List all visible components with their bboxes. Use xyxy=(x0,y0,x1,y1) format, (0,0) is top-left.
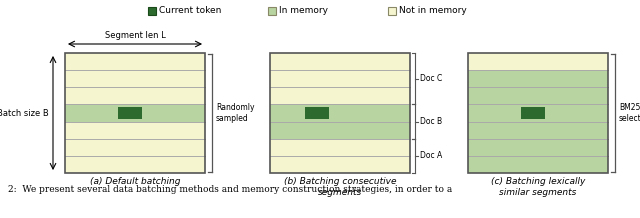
Bar xyxy=(468,139,608,156)
Bar xyxy=(65,87,205,104)
Text: In memory: In memory xyxy=(279,6,328,15)
Text: Batch size B: Batch size B xyxy=(0,109,49,118)
Bar xyxy=(468,70,608,87)
Text: (c) Batching lexically
similar segments: (c) Batching lexically similar segments xyxy=(491,177,585,197)
Text: Doc A: Doc A xyxy=(420,151,442,160)
Bar xyxy=(65,122,205,139)
Bar xyxy=(468,156,608,173)
Text: BM25
selected: BM25 selected xyxy=(619,103,640,123)
Text: (a) Default batching: (a) Default batching xyxy=(90,177,180,186)
Bar xyxy=(148,7,156,15)
Text: 2:  We present several data batching methods and memory construction strategies,: 2: We present several data batching meth… xyxy=(8,185,452,194)
Bar xyxy=(270,122,410,139)
Bar xyxy=(65,156,205,173)
Text: Segment len L: Segment len L xyxy=(104,31,165,40)
Bar xyxy=(270,53,410,70)
Bar xyxy=(65,53,205,173)
Bar xyxy=(388,7,396,15)
Bar xyxy=(521,107,545,119)
Bar xyxy=(468,53,608,70)
Bar xyxy=(65,70,205,87)
Bar xyxy=(270,156,410,173)
Bar xyxy=(270,53,410,173)
Bar xyxy=(118,107,142,119)
Bar xyxy=(468,104,608,122)
Bar xyxy=(65,139,205,156)
Bar xyxy=(270,70,410,87)
Text: Not in memory: Not in memory xyxy=(399,6,467,15)
Text: Doc C: Doc C xyxy=(420,74,442,83)
Bar xyxy=(65,104,205,122)
Bar xyxy=(468,122,608,139)
Bar xyxy=(468,53,608,173)
Bar xyxy=(268,7,276,15)
Bar xyxy=(65,53,205,70)
Text: Doc B: Doc B xyxy=(420,117,442,126)
Bar xyxy=(270,104,410,122)
Bar xyxy=(468,87,608,104)
Text: Current token: Current token xyxy=(159,6,221,15)
Text: (b) Batching consecutive
segments: (b) Batching consecutive segments xyxy=(284,177,396,197)
Bar xyxy=(270,139,410,156)
Bar xyxy=(305,107,329,119)
Text: Randomly
sampled: Randomly sampled xyxy=(216,103,255,123)
Bar xyxy=(270,87,410,104)
